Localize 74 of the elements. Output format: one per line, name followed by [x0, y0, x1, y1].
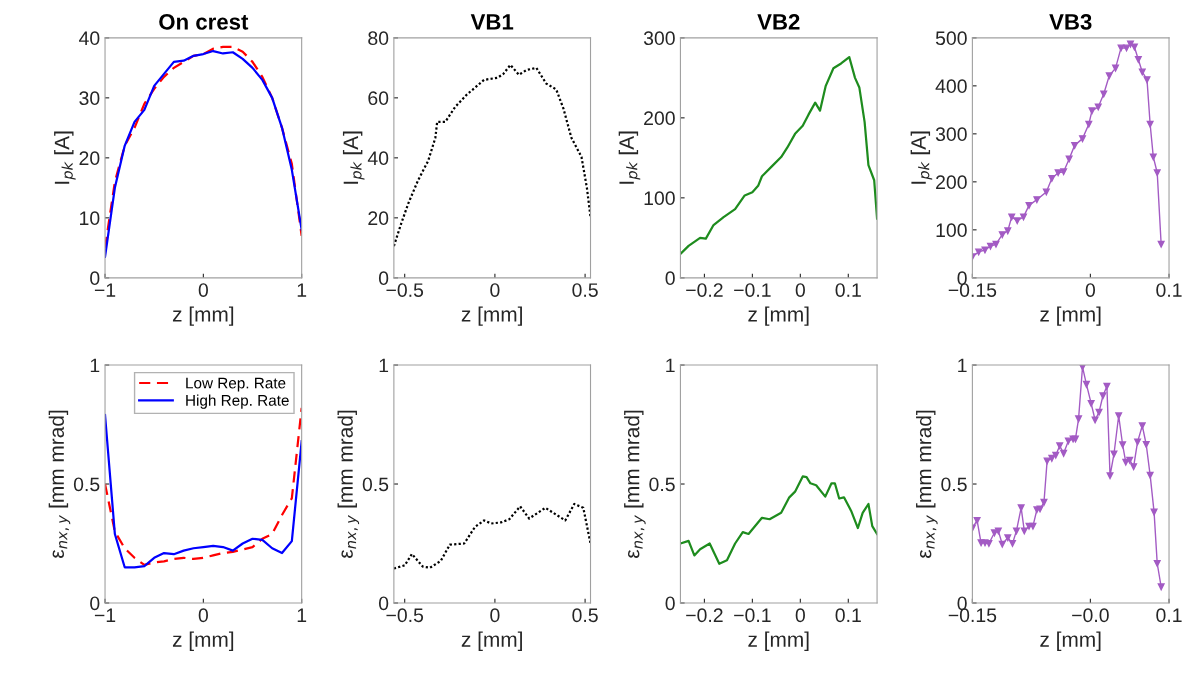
y-tick-label: 300 — [643, 31, 675, 46]
x-axis-title: z [mm] — [1040, 306, 1101, 326]
x-tick-label: 0 — [198, 608, 208, 623]
y-tick-label: 20 — [79, 151, 100, 166]
x-tick-label: 0 — [795, 608, 805, 623]
y-tick-label: 200 — [936, 175, 967, 190]
x-tick-label: −1 — [94, 283, 116, 297]
x-tick-label: 1 — [297, 608, 307, 622]
y-tick-label: 80 — [368, 31, 389, 46]
y-tick-label: 0.5 — [362, 477, 389, 492]
y-tick-label: 30 — [79, 91, 100, 106]
y-tick-label: 20 — [368, 211, 389, 226]
y-tick-label: 40 — [367, 151, 389, 166]
x-axis-title: z [mm] — [461, 306, 522, 326]
y-tick-label: 0 — [665, 271, 675, 286]
x-tick-label: 0.1 — [1156, 283, 1182, 297]
x-axis-title: z [mm] — [172, 306, 234, 326]
x-tick-label: 0 — [490, 608, 500, 623]
y-axis-title: ε$_{nx,y}$ [mm mrad] — [916, 410, 938, 558]
y-axis-title: ε$_{nx,y}$ [mm mrad] — [624, 410, 646, 558]
y-tick-label: 0.5 — [941, 477, 967, 492]
x-tick-label: −0.1 — [734, 608, 771, 623]
x-axis-title: z [mm] — [748, 306, 809, 326]
y-tick-label: 100 — [644, 191, 675, 206]
y-tick-label: 500 — [935, 31, 967, 46]
y-tick-label: 400 — [935, 79, 967, 94]
x-tick-label: −0.1 — [734, 283, 771, 297]
y-tick-label: 100 — [936, 223, 967, 238]
y-tick-label: 1 — [958, 358, 967, 373]
y-tick-label: 0 — [665, 596, 675, 611]
y-axis-title: I$_{pk}$ [A] — [342, 131, 365, 184]
y-tick-label: 0 — [378, 271, 389, 286]
y-tick-label: 300 — [935, 127, 967, 142]
y-tick-label: 1 — [666, 358, 675, 373]
x-axis-title: z [mm] — [748, 631, 809, 651]
x-tick-label: 1 — [297, 283, 307, 297]
x-axis-title: z [mm] — [1040, 631, 1101, 651]
x-tick-label: 0 — [1085, 283, 1096, 297]
x-tick-label: 0 — [795, 283, 805, 297]
y-tick-label: 200 — [644, 111, 675, 126]
y-tick-label: 1 — [90, 358, 100, 373]
y-tick-label: 0 — [957, 271, 967, 286]
x-tick-label: 0.1 — [835, 608, 861, 623]
y-axis-title: ε$_{nx,y}$ [mm mrad] — [337, 410, 360, 558]
x-tick-label: 0.5 — [572, 608, 598, 623]
y-tick-label: 1 — [379, 358, 389, 373]
legend-label: Low Rep. Rate — [186, 377, 286, 392]
x-axis-title: z [mm] — [461, 631, 522, 651]
x-axis-title: z [mm] — [172, 631, 234, 651]
chart-title: VB1 — [470, 14, 514, 30]
y-tick-label: 0.5 — [649, 477, 675, 492]
legend-label: High Rep. Rate — [186, 394, 289, 409]
x-tick-label: 0.1 — [835, 283, 861, 297]
x-tick-label: 0 — [490, 283, 500, 297]
y-axis-title: I$_{pk}$ [A] — [54, 131, 76, 184]
chart-title: VB2 — [757, 14, 800, 30]
x-tick-label: −0.15 — [948, 283, 997, 297]
y-axis-title: I$_{pk}$ [A] — [618, 131, 641, 184]
chart-title: On crest — [159, 14, 249, 30]
y-tick-label: 40 — [78, 31, 100, 46]
y-tick-label: 0 — [90, 271, 100, 286]
y-tick-label: 0.5 — [73, 477, 100, 492]
x-tick-label: −0.2 — [686, 283, 723, 297]
y-axis-title: I$_{pk}$ [A] — [910, 131, 933, 184]
chart-title: VB3 — [1049, 14, 1092, 30]
x-tick-label: −0.2 — [686, 608, 723, 623]
x-tick-label: 0.5 — [572, 283, 598, 297]
y-tick-label: 60 — [368, 91, 389, 106]
y-axis-title: ε$_{nx,y}$ [mm mrad] — [48, 410, 71, 558]
x-tick-label: 0 — [198, 283, 208, 297]
x-tick-label: −0.0 — [1072, 608, 1109, 623]
x-tick-label: −0.5 — [386, 283, 424, 297]
y-tick-label: 10 — [80, 211, 100, 226]
x-tick-label: 0.1 — [1156, 608, 1182, 623]
